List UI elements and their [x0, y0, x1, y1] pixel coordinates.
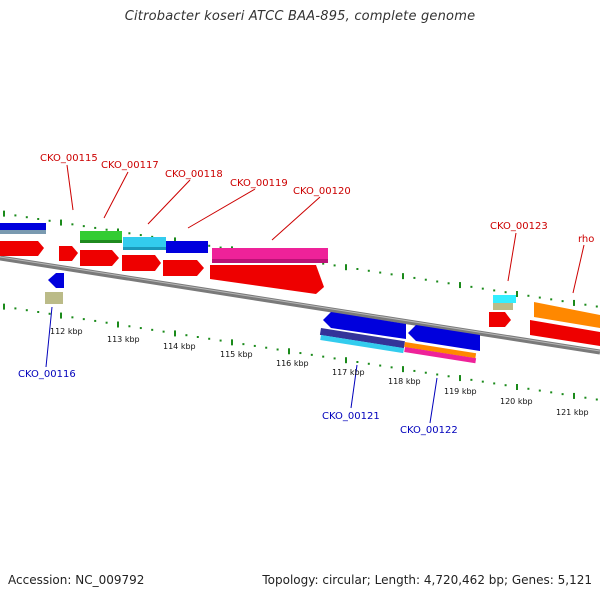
gene-arrow	[48, 273, 64, 288]
gene-feature	[0, 223, 46, 230]
gene-feature	[212, 248, 328, 259]
gene-label: CKO_00118	[165, 169, 223, 180]
lower-leader-lines	[45, 306, 438, 424]
gene-label: CKO_00117	[101, 160, 159, 171]
genome-backbone	[0, 255, 600, 355]
gene-label: CKO_00122	[400, 425, 458, 436]
gene-arrow	[210, 265, 324, 294]
gene-arrow	[163, 260, 204, 276]
gene-feature	[45, 292, 63, 304]
scale-label: 112 kbp	[50, 327, 83, 336]
topology-label: Topology: circular; Length: 4,720,462 bp…	[262, 573, 592, 587]
gene-feature	[493, 303, 513, 310]
gene-label: CKO_00116	[18, 369, 76, 380]
gene-arrow	[408, 325, 480, 351]
gene-feature	[404, 342, 477, 359]
forward-strand-features	[0, 223, 600, 346]
gene-feature	[80, 231, 122, 240]
gene-label: CKO_00119	[230, 178, 288, 189]
gene-arrow	[530, 320, 600, 346]
gene-feature	[80, 240, 122, 243]
gene-feature	[0, 230, 46, 234]
scale-label: 118 kbp	[388, 377, 421, 386]
gene-feature	[493, 295, 516, 303]
reverse-strand-features	[45, 273, 480, 364]
gene-arrow	[122, 255, 161, 271]
gene-feature	[123, 247, 166, 250]
accession-label: Accession: NC_009792	[8, 573, 145, 587]
scale-label: 114 kbp	[163, 342, 196, 351]
gene-label: CKO_00115	[40, 153, 98, 164]
scale-label: 116 kbp	[276, 359, 309, 368]
gene-arrow	[59, 246, 78, 261]
gene-label: CKO_00120	[293, 186, 351, 197]
gene-arrow	[323, 312, 406, 339]
gene-feature	[123, 237, 166, 247]
scale-label: 117 kbp	[332, 368, 365, 377]
scale-label: 121 kbp	[556, 408, 589, 417]
gene-arrow	[489, 312, 511, 327]
gene-label: CKO_00123	[490, 221, 548, 232]
gene-arrow	[534, 302, 600, 328]
gene-arrow	[0, 241, 44, 256]
lower-tick-track	[3, 303, 598, 401]
gene-feature	[166, 241, 208, 253]
upper-leader-lines	[66, 164, 585, 294]
gene-feature	[212, 259, 328, 263]
gene-arrow	[80, 250, 119, 266]
gene-feature	[404, 347, 477, 364]
gene-feature	[320, 335, 404, 354]
map-title: Citrobacter koseri ATCC BAA-895, complet…	[124, 9, 476, 24]
scale-label: 119 kbp	[444, 387, 477, 396]
gene-label: rho	[578, 234, 594, 245]
gene-feature	[319, 328, 405, 349]
gene-label: CKO_00121	[322, 411, 380, 422]
scale-label: 113 kbp	[107, 335, 140, 344]
scale-label: 115 kbp	[220, 350, 253, 359]
scale-label: 120 kbp	[500, 397, 533, 406]
